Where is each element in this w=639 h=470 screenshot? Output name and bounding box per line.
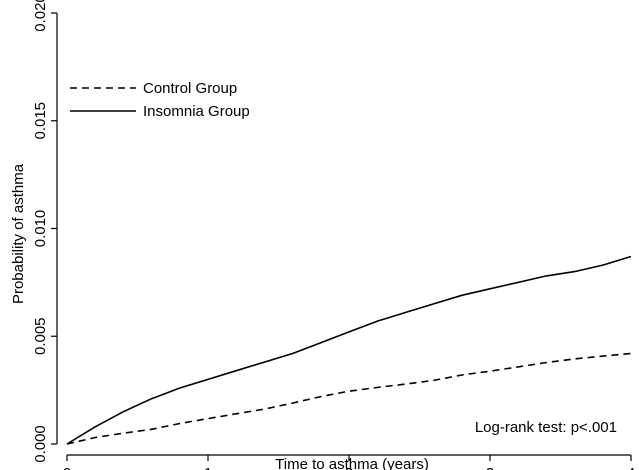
- log-rank-annotation: Log-rank test: p<.001: [475, 419, 617, 436]
- x-tick-label: 3: [486, 465, 494, 470]
- x-ticks: 0 1 2 3 4: [63, 455, 635, 470]
- legend-label: Insomnia Group: [143, 103, 250, 120]
- axes: 0 1 2 3 4 0.000 0.005 0.010 0.015 0.020: [32, 0, 635, 470]
- y-tick-label: 0.015: [32, 102, 49, 140]
- series-lines: [66, 255, 632, 445]
- series-line-insomnia-group: [66, 255, 632, 445]
- legend-label: Control Group: [143, 80, 237, 97]
- x-tick-label: 4: [627, 465, 635, 470]
- y-tick-label: 0.010: [32, 210, 49, 248]
- x-tick-label: 1: [204, 465, 212, 470]
- y-tick-label: 0.005: [32, 317, 49, 355]
- legend: Control Group Insomnia Group: [70, 80, 250, 120]
- x-tick-label: 0: [63, 465, 71, 470]
- y-ticks: 0.000 0.005 0.010 0.015 0.020: [32, 0, 57, 463]
- x-tick-label: 2: [345, 465, 353, 470]
- y-tick-label: 0.000: [32, 425, 49, 463]
- y-axis-label: Probability of asthma: [10, 163, 27, 304]
- y-tick-label: 0.020: [32, 0, 49, 32]
- x-axis-label: Time to asthma (years): [275, 456, 429, 470]
